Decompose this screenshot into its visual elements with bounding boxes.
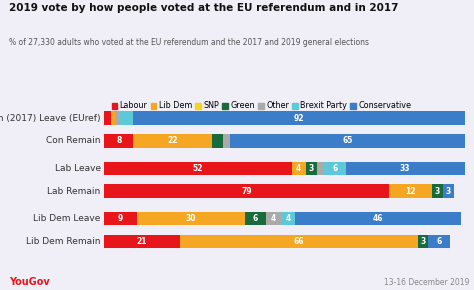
Bar (104, 162, 292, 175)
Text: 6: 6 (437, 237, 442, 246)
Bar (223, 134, 230, 148)
Text: 21: 21 (137, 237, 147, 246)
Bar (306, 162, 317, 175)
Bar (104, 235, 180, 248)
Bar (133, 111, 465, 125)
Text: 46: 46 (373, 214, 383, 223)
Text: 66: 66 (293, 237, 304, 246)
Bar (443, 184, 454, 198)
Bar (418, 235, 428, 248)
Bar (230, 134, 465, 148)
Text: 33: 33 (400, 164, 410, 173)
Text: 92: 92 (293, 114, 304, 123)
Bar (104, 184, 389, 198)
Text: 6: 6 (253, 214, 258, 223)
Text: 3: 3 (420, 237, 426, 246)
Bar (317, 162, 324, 175)
Bar (133, 134, 212, 148)
Bar (111, 111, 115, 125)
Text: Con Remain: Con Remain (46, 137, 100, 146)
Bar (137, 212, 245, 226)
Text: 3: 3 (435, 187, 440, 196)
Bar (432, 184, 443, 198)
Bar (180, 235, 418, 248)
Text: Lab Leave: Lab Leave (55, 164, 100, 173)
Bar (428, 235, 450, 248)
Text: Lab Remain: Lab Remain (47, 187, 100, 196)
Text: 4: 4 (285, 214, 291, 223)
Text: 4: 4 (296, 164, 301, 173)
Bar (324, 162, 346, 175)
Legend: Labour, Lib Dem, SNP, Green, Other, Brexit Party, Conservative: Labour, Lib Dem, SNP, Green, Other, Brex… (108, 98, 415, 114)
Text: % of 27,330 adults who voted at the EU referendum and the 2017 and 2019 general : % of 27,330 adults who voted at the EU r… (9, 38, 369, 47)
Bar (118, 111, 133, 125)
Text: 79: 79 (241, 187, 252, 196)
Text: Con (2017) Leave (EUref): Con (2017) Leave (EUref) (0, 114, 100, 123)
Bar (346, 162, 465, 175)
Bar (389, 184, 432, 198)
Text: 65: 65 (342, 137, 353, 146)
Bar (104, 212, 137, 226)
Bar (104, 111, 111, 125)
Text: 3: 3 (309, 164, 314, 173)
Text: YouGov: YouGov (9, 277, 50, 287)
Bar (266, 212, 281, 226)
Bar (104, 134, 133, 148)
Bar (115, 111, 118, 125)
Text: 6: 6 (332, 164, 337, 173)
Text: 8: 8 (116, 137, 121, 146)
Bar (295, 212, 461, 226)
Text: 12: 12 (405, 187, 416, 196)
Bar (245, 212, 266, 226)
Bar (212, 134, 223, 148)
Text: 3: 3 (446, 187, 451, 196)
Text: Lib Dem Remain: Lib Dem Remain (26, 237, 100, 246)
Bar (292, 162, 306, 175)
Text: 52: 52 (193, 164, 203, 173)
Text: 9: 9 (118, 214, 123, 223)
Text: 22: 22 (167, 137, 178, 146)
Text: 13-16 December 2019: 13-16 December 2019 (384, 278, 469, 287)
Bar (281, 212, 295, 226)
Text: 30: 30 (185, 214, 196, 223)
Text: Lib Dem Leave: Lib Dem Leave (33, 214, 100, 223)
Text: 2019 vote by how people voted at the EU referendum and in 2017: 2019 vote by how people voted at the EU … (9, 3, 399, 13)
Text: 4: 4 (271, 214, 276, 223)
